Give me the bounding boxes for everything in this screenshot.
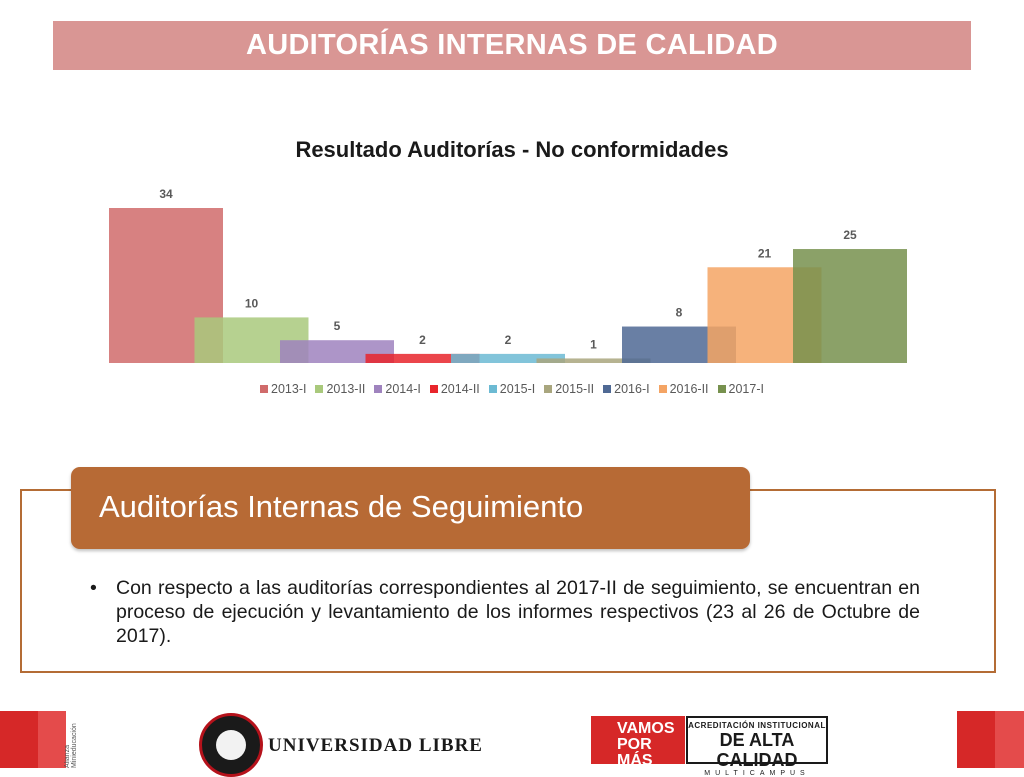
legend-item-2017-I: 2017-I [717, 382, 764, 396]
content-box [20, 489, 996, 673]
legend-swatch [603, 385, 612, 393]
vamos-text: VAMOS POR MÁS [617, 720, 675, 769]
bar-2015-I [451, 353, 565, 363]
chart-legend: 2013-I 2013-II 2014-I 2014-II 2015-I 2015-II 2… [0, 382, 1024, 396]
page-title: AUDITORÍAS INTERNAS DE CALIDAD [245, 29, 779, 61]
legend-label: 2014-II [440, 382, 480, 396]
legend-swatch [717, 385, 726, 393]
footer-side-text: Alianza Minieducación [64, 723, 78, 768]
bar-2015-II [536, 358, 651, 363]
legend-label: 2017-I [728, 382, 764, 396]
legend-label: 2014-I [385, 382, 421, 396]
box-border-right [750, 489, 996, 491]
legend-item-2014-II: 2014-II [429, 382, 480, 396]
data-label-2013-I: 34 [159, 187, 173, 201]
data-label-2013-II: 10 [245, 296, 259, 310]
legend-item-2013-II: 2013-II [315, 382, 365, 396]
title-bar: AUDITORÍAS INTERNAS DE CALIDAD [53, 21, 971, 70]
legend-label: 2013-I [271, 382, 307, 396]
vamos-por-mas-logo: VAMOS POR MÁS [591, 716, 685, 769]
data-label-2017-I: 25 [843, 228, 857, 242]
legend-item-2014-I: 2014-I [374, 382, 421, 396]
bar-2014-II [365, 353, 480, 363]
legend-swatch [658, 385, 667, 393]
bullet-dot: • [90, 577, 97, 599]
legend-item-2016-II: 2016-II [658, 382, 709, 396]
university-seal-logo [199, 713, 263, 777]
accreditation-logo: ACREDITACIÓN INSTITUCIONAL DE ALTA CALID… [686, 716, 828, 777]
footer-decoration-right [957, 711, 997, 768]
bullet-text: Con respecto a las auditorías correspond… [116, 577, 920, 647]
legend-label: 2016-II [669, 382, 709, 396]
legend-swatch [429, 385, 438, 393]
legend-swatch [374, 385, 383, 393]
legend-swatch [315, 385, 324, 393]
data-label-2015-I: 2 [505, 333, 512, 347]
legend-item-2013-I: 2013-I [260, 382, 306, 396]
footer-decoration-right-2 [995, 711, 1024, 768]
accreditation-line-1: ACREDITACIÓN INSTITUCIONAL [688, 721, 826, 730]
legend-item-2016-I: 2016-I [603, 382, 650, 396]
footer-decoration-left [0, 711, 40, 768]
data-label-2016-II: 21 [758, 246, 772, 260]
chart-title: Resultado Auditorías - No conformidades [295, 137, 729, 162]
data-label-2014-II: 2 [419, 333, 426, 347]
accreditation-line-2: DE ALTA CALIDAD [716, 730, 798, 770]
footer-decoration-left-2 [38, 711, 66, 768]
box-border-left [20, 489, 72, 491]
legend-label: 2013-II [326, 382, 366, 396]
legend-item-2015-II: 2015-II [544, 382, 594, 396]
university-name: UNIVERSIDAD LIBRE [268, 735, 483, 756]
data-label-2015-II: 1 [590, 337, 597, 351]
legend-swatch [544, 385, 553, 393]
legend-swatch [260, 385, 269, 393]
accreditation-line-3: MULTICAMPUS [704, 770, 810, 777]
legend-swatch [488, 385, 497, 393]
bar-2017-I [793, 249, 907, 363]
legend-label: 2015-I [499, 382, 536, 396]
data-label-2014-I: 5 [334, 319, 341, 333]
bullet-item: • Con respecto a las auditorías correspo… [90, 576, 920, 648]
legend-label: 2015-II [555, 382, 595, 396]
data-label-2016-I: 8 [676, 306, 683, 320]
legend-label: 2016-I [614, 382, 650, 396]
section-header: Auditorías Internas de Seguimiento [71, 467, 750, 549]
section-heading: Auditorías Internas de Seguimiento [99, 489, 584, 524]
legend-item-2015-I: 2015-I [488, 382, 536, 396]
